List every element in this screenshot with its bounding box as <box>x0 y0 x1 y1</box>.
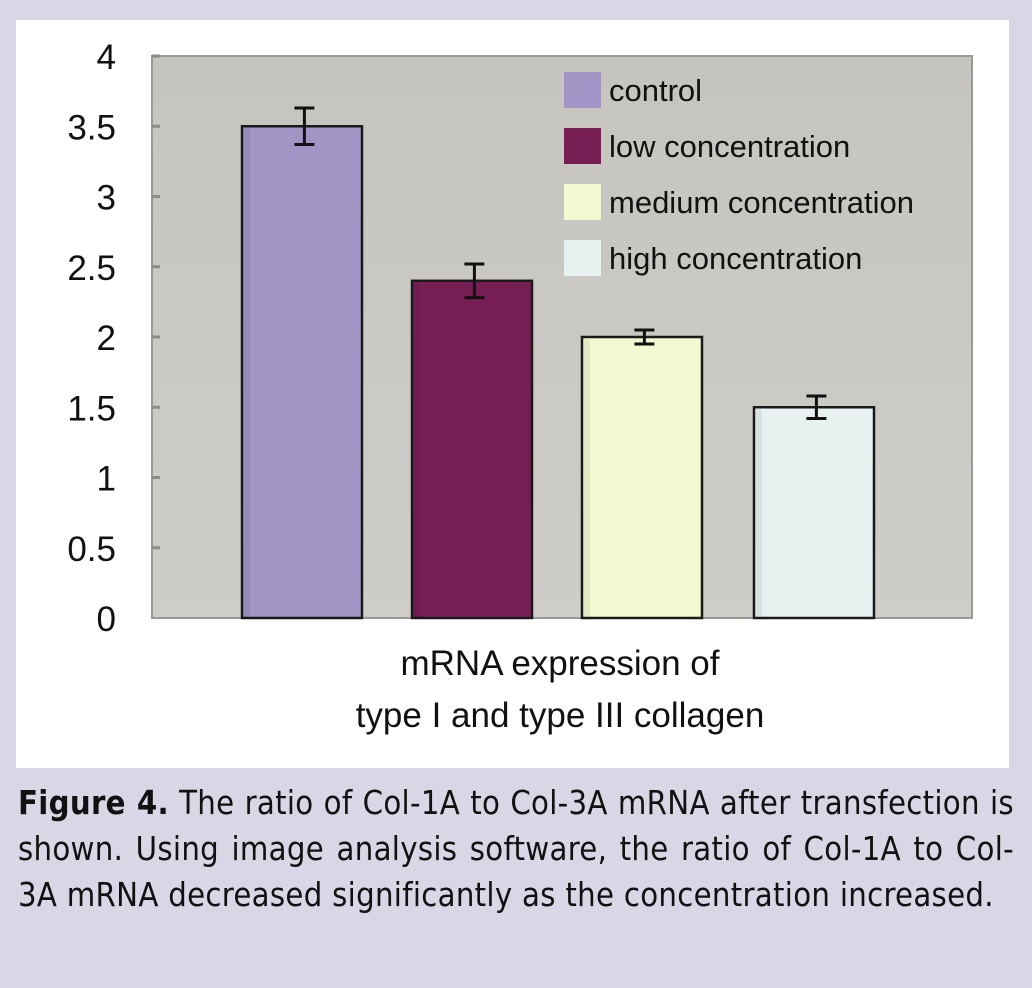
legend-label: control <box>609 73 702 108</box>
caption-text: The ratio of Col-1A to Col-3A mRNA after… <box>18 784 1014 914</box>
y-tick-label: 2.5 <box>67 249 116 288</box>
bar-control <box>240 125 364 620</box>
y-tick-label: 3.5 <box>67 108 116 147</box>
x-axis-label: mRNA expression of type I and type III co… <box>356 644 765 735</box>
x-axis-label-line: mRNA expression of <box>400 644 719 683</box>
figure-caption: Figure 4. The ratio of Col-1A to Col-3A … <box>18 780 1014 918</box>
bar-chart: 0 0.5 1 1.5 2 2.5 3 3.5 4 control low concentrati… <box>67 38 973 735</box>
y-tick-label: 3 <box>97 179 116 218</box>
bar-shade <box>584 339 590 618</box>
bar-shade <box>244 128 250 618</box>
legend-label: medium concentration <box>609 185 914 220</box>
y-tick-label: 1.5 <box>67 389 116 428</box>
legend-swatch <box>564 128 601 164</box>
figure-panel: 0 0.5 1 1.5 2 2.5 3 3.5 4 control low concentrati… <box>16 20 1009 768</box>
y-tick-label: 4 <box>97 38 116 77</box>
legend: control low concentration medium concentra… <box>564 72 914 276</box>
legend-label: low concentration <box>609 129 850 164</box>
bars-group <box>240 125 876 620</box>
y-tick-label: 0 <box>97 600 116 639</box>
bar-medium-concentration <box>580 335 704 620</box>
bar-high-concentration <box>752 406 876 620</box>
bar-shade <box>414 282 420 618</box>
y-axis: 0 0.5 1 1.5 2 2.5 3 3.5 4 <box>67 38 160 639</box>
y-tick-label: 0.5 <box>67 530 116 569</box>
caption-label: Figure 4. <box>18 784 169 822</box>
bar-low-concentration <box>410 279 534 620</box>
y-tick-label: 1 <box>97 460 116 499</box>
legend-swatch <box>564 184 601 220</box>
legend-label: high concentration <box>609 241 862 276</box>
bar-shade <box>756 409 762 618</box>
legend-swatch <box>564 72 601 108</box>
y-tick-label: 2 <box>97 319 116 358</box>
legend-swatch <box>564 240 601 276</box>
error-bars-group <box>294 106 827 420</box>
x-axis-label-line: type I and type III collagen <box>356 696 765 735</box>
